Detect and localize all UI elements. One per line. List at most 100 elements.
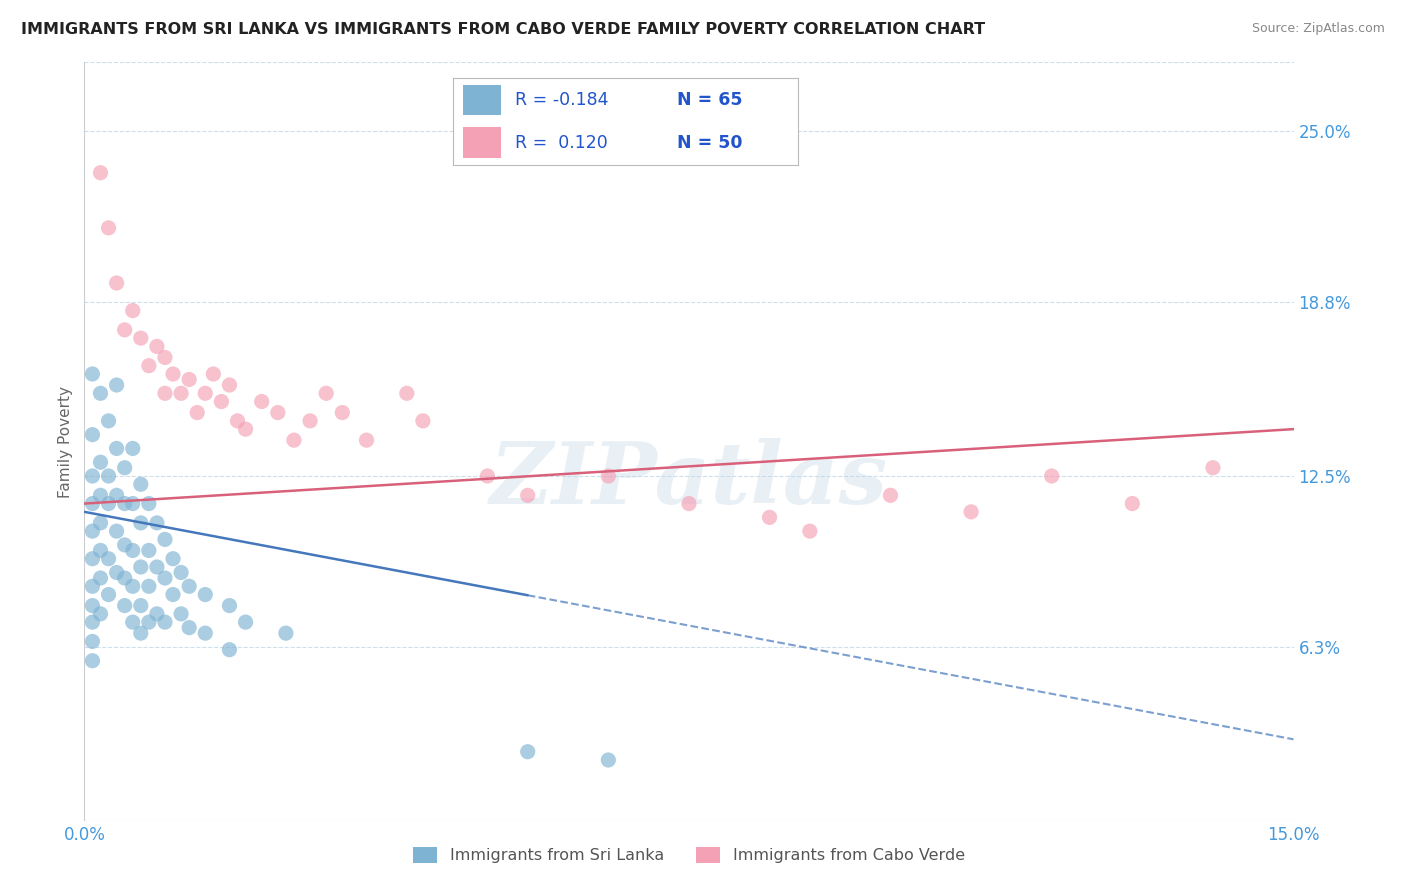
Point — [138, 359, 160, 373]
Point — [82, 551, 104, 566]
Point — [283, 433, 305, 447]
Point — [1202, 460, 1225, 475]
Point — [82, 615, 104, 629]
Point — [146, 339, 169, 353]
Point — [179, 621, 201, 635]
Point — [194, 386, 217, 401]
Point — [105, 276, 128, 290]
Point — [598, 753, 620, 767]
Point — [82, 497, 104, 511]
Point — [82, 524, 104, 538]
Point — [97, 414, 120, 428]
Point — [250, 394, 273, 409]
Point — [170, 386, 193, 401]
Point — [105, 378, 128, 392]
Point — [1121, 497, 1143, 511]
Point — [179, 579, 201, 593]
Point — [97, 469, 120, 483]
Point — [82, 634, 104, 648]
Point — [121, 442, 143, 456]
Point — [89, 386, 111, 401]
Point — [97, 497, 120, 511]
Point — [477, 469, 499, 483]
Point — [114, 599, 136, 613]
Point — [678, 497, 700, 511]
Point — [267, 406, 290, 420]
Point — [114, 460, 136, 475]
Point — [1040, 469, 1063, 483]
Point — [330, 406, 353, 420]
Point — [114, 323, 136, 337]
Legend: Immigrants from Sri Lanka, Immigrants from Cabo Verde: Immigrants from Sri Lanka, Immigrants fr… — [406, 840, 972, 870]
Point — [356, 433, 378, 447]
Point — [598, 469, 620, 483]
Point — [194, 588, 217, 602]
Point — [960, 505, 983, 519]
Text: Source: ZipAtlas.com: Source: ZipAtlas.com — [1251, 22, 1385, 36]
Point — [146, 607, 169, 621]
Text: IMMIGRANTS FROM SRI LANKA VS IMMIGRANTS FROM CABO VERDE FAMILY POVERTY CORRELATI: IMMIGRANTS FROM SRI LANKA VS IMMIGRANTS … — [21, 22, 986, 37]
Point — [82, 579, 104, 593]
Text: ZIPatlas: ZIPatlas — [489, 438, 889, 521]
Point — [218, 599, 240, 613]
Point — [89, 488, 111, 502]
Point — [146, 560, 169, 574]
Point — [170, 607, 193, 621]
Point — [105, 488, 128, 502]
Point — [162, 367, 184, 381]
Point — [129, 626, 152, 640]
Point — [89, 543, 111, 558]
Y-axis label: Family Poverty: Family Poverty — [58, 385, 73, 498]
Point — [235, 422, 257, 436]
Point — [82, 599, 104, 613]
Point — [89, 607, 111, 621]
Point — [121, 579, 143, 593]
Point — [97, 220, 120, 235]
Point — [138, 579, 160, 593]
Point — [516, 745, 538, 759]
Point — [179, 372, 201, 386]
Point — [121, 303, 143, 318]
Point — [138, 615, 160, 629]
Point — [129, 477, 152, 491]
Point — [89, 166, 111, 180]
Point — [412, 414, 434, 428]
Point — [97, 588, 120, 602]
Point — [138, 543, 160, 558]
Point — [153, 533, 176, 547]
Point — [162, 588, 184, 602]
Point — [758, 510, 780, 524]
Point — [89, 571, 111, 585]
Point — [105, 524, 128, 538]
Point — [315, 386, 337, 401]
Point — [121, 615, 143, 629]
Point — [82, 654, 104, 668]
Point — [162, 551, 184, 566]
Point — [170, 566, 193, 580]
Point — [299, 414, 322, 428]
Point — [153, 386, 176, 401]
Point — [121, 543, 143, 558]
Point — [146, 516, 169, 530]
Point — [235, 615, 257, 629]
Point — [105, 442, 128, 456]
Point — [129, 599, 152, 613]
Point — [82, 367, 104, 381]
Point — [879, 488, 901, 502]
Point — [82, 469, 104, 483]
Point — [218, 642, 240, 657]
Point — [274, 626, 297, 640]
Point — [114, 571, 136, 585]
Point — [153, 615, 176, 629]
Point — [218, 378, 240, 392]
Point — [89, 455, 111, 469]
Point — [105, 566, 128, 580]
Point — [129, 331, 152, 345]
Point — [138, 497, 160, 511]
Point — [129, 560, 152, 574]
Point — [226, 414, 249, 428]
Point — [97, 551, 120, 566]
Point — [516, 488, 538, 502]
Point — [82, 427, 104, 442]
Point — [799, 524, 821, 538]
